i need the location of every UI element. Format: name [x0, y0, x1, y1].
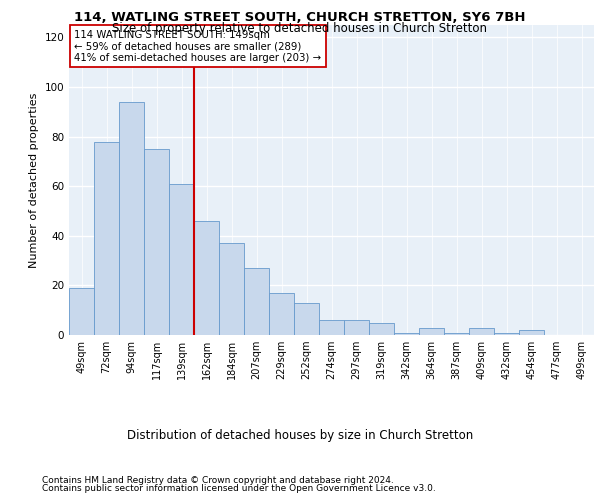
Text: Size of property relative to detached houses in Church Stretton: Size of property relative to detached ho…	[113, 22, 487, 35]
Bar	[294, 303, 319, 335]
Bar	[169, 184, 194, 335]
Bar	[444, 332, 469, 335]
Bar	[344, 320, 369, 335]
Bar	[269, 293, 294, 335]
Bar	[119, 102, 144, 335]
Text: Contains public sector information licensed under the Open Government Licence v3: Contains public sector information licen…	[42, 484, 436, 493]
Bar	[419, 328, 444, 335]
Bar	[319, 320, 344, 335]
Bar	[219, 243, 244, 335]
Text: 114 WATLING STREET SOUTH: 149sqm
← 59% of detached houses are smaller (289)
41% : 114 WATLING STREET SOUTH: 149sqm ← 59% o…	[74, 30, 322, 63]
Bar	[369, 322, 394, 335]
Bar	[494, 332, 519, 335]
Text: 114, WATLING STREET SOUTH, CHURCH STRETTON, SY6 7BH: 114, WATLING STREET SOUTH, CHURCH STRETT…	[74, 11, 526, 24]
Text: Contains HM Land Registry data © Crown copyright and database right 2024.: Contains HM Land Registry data © Crown c…	[42, 476, 394, 485]
Bar	[144, 149, 169, 335]
Bar	[244, 268, 269, 335]
Bar	[519, 330, 544, 335]
Bar	[194, 221, 219, 335]
Y-axis label: Number of detached properties: Number of detached properties	[29, 92, 39, 268]
Bar	[94, 142, 119, 335]
Bar	[469, 328, 494, 335]
Text: Distribution of detached houses by size in Church Stretton: Distribution of detached houses by size …	[127, 428, 473, 442]
Bar	[69, 288, 94, 335]
Bar	[394, 332, 419, 335]
